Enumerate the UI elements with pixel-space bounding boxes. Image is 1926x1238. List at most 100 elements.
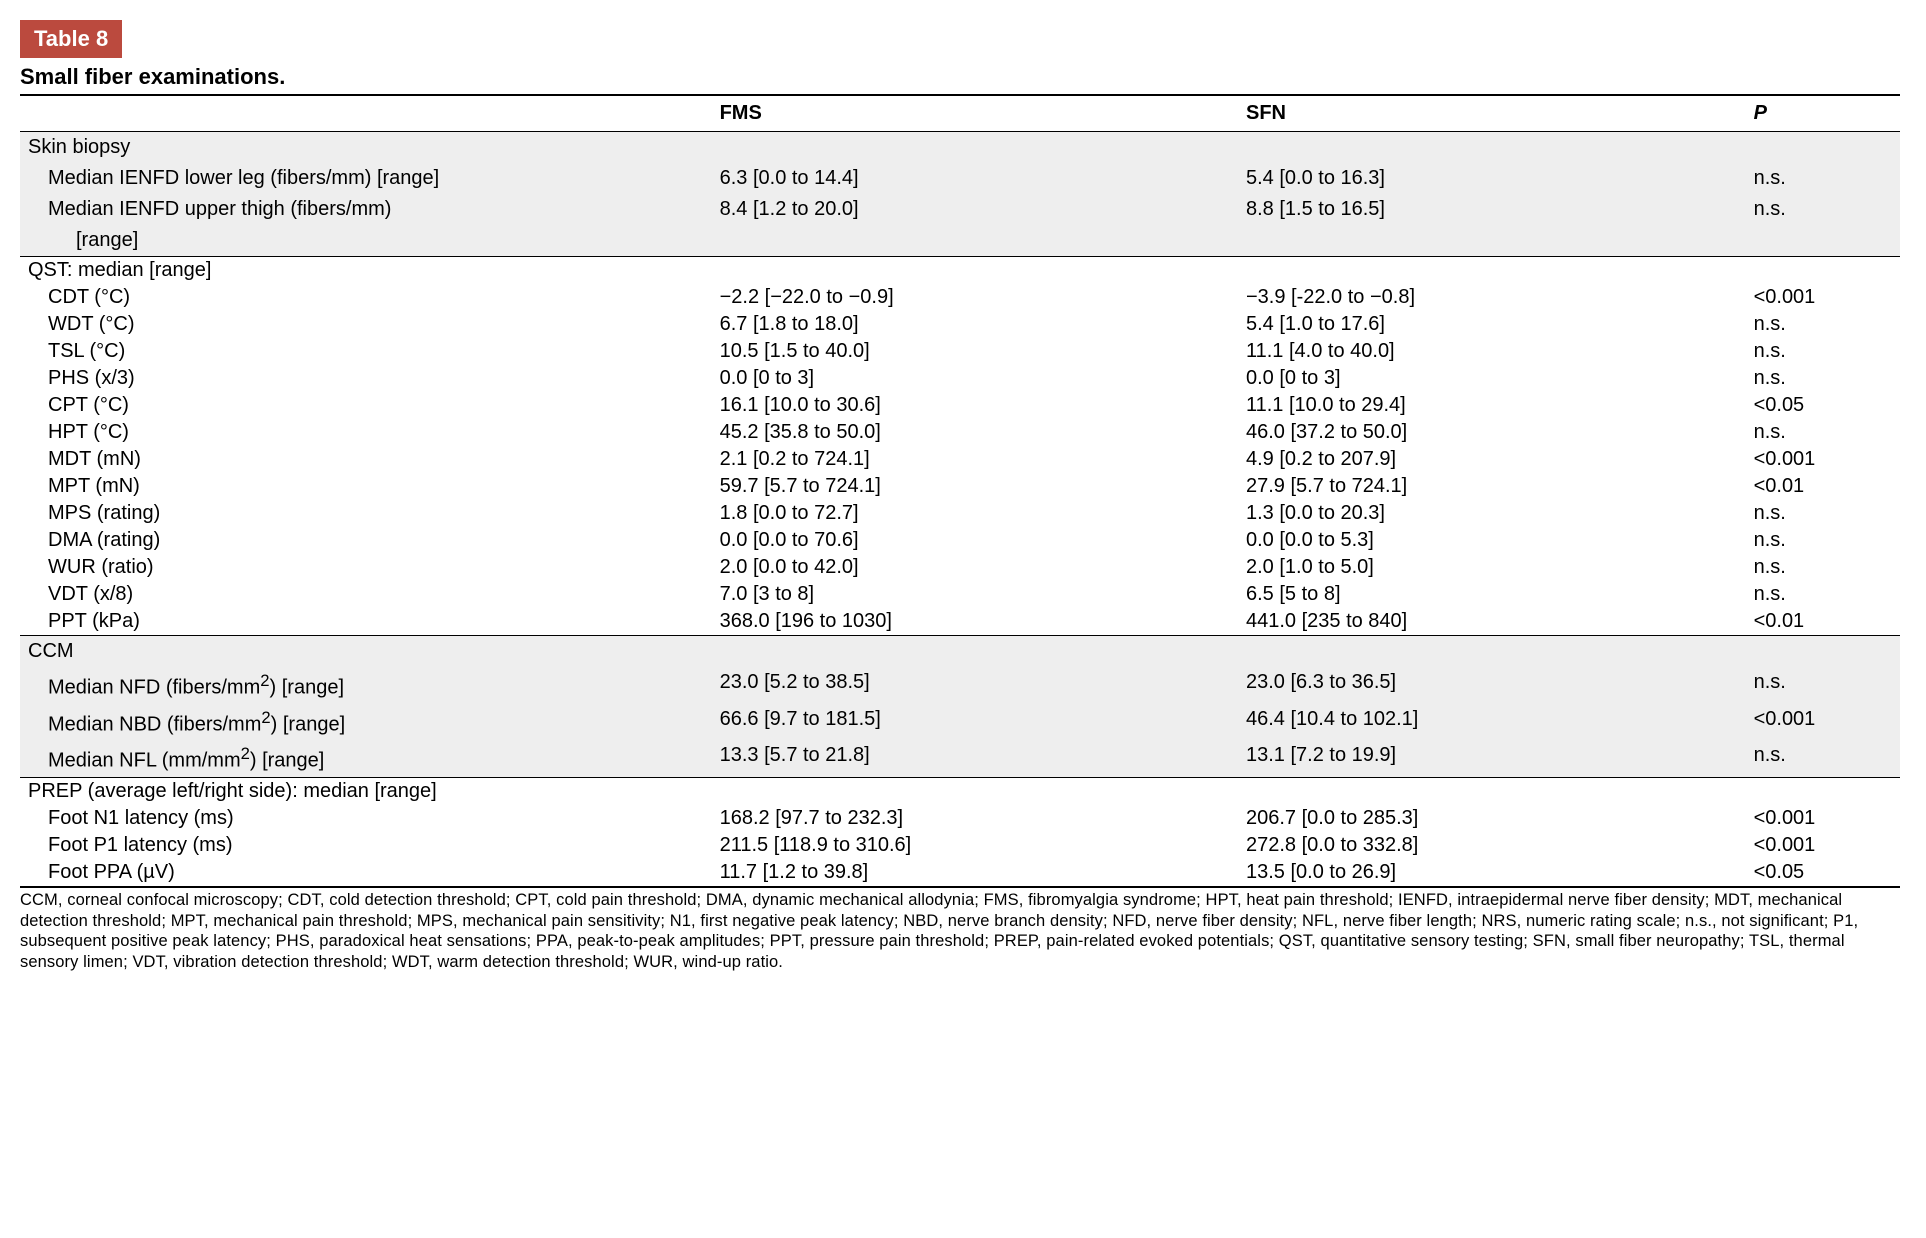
cell-fms: 8.4 [1.2 to 20.0] [716,194,1242,225]
table-body: Skin biopsyMedian IENFD lower leg (fiber… [20,132,1900,887]
cell-fms: 0.0 [0.0 to 70.6] [716,527,1242,554]
table-row: WDT (°C)6.7 [1.8 to 18.0]5.4 [1.0 to 17.… [20,311,1900,338]
cell-p: <0.01 [1750,608,1900,636]
cell-sfn: 27.9 [5.7 to 724.1] [1242,473,1750,500]
row-label: Median IENFD upper thigh (fibers/mm) [20,194,716,225]
cell-sfn: 5.4 [1.0 to 17.6] [1242,311,1750,338]
cell-p: n.s. [1750,500,1900,527]
cell-p: <0.001 [1750,805,1900,832]
row-label: MPS (rating) [20,500,716,527]
cell-fms [716,225,1242,257]
cell-p: n.s. [1750,194,1900,225]
table-row: CDT (°C)−2.2 [−22.0 to −0.9]−3.9 [-22.0 … [20,284,1900,311]
table-row: Median IENFD upper thigh (fibers/mm)8.4 … [20,194,1900,225]
cell-sfn: −3.9 [-22.0 to −0.8] [1242,284,1750,311]
table-row: MDT (mN)2.1 [0.2 to 724.1]4.9 [0.2 to 20… [20,446,1900,473]
cell-p [1750,225,1900,257]
cell-fms: 6.3 [0.0 to 14.4] [716,163,1242,194]
col-header-blank [20,95,716,132]
table-header-row: FMS SFN P [20,95,1900,132]
cell-sfn: 1.3 [0.0 to 20.3] [1242,500,1750,527]
cell-p: n.s. [1750,419,1900,446]
cell-fms: −2.2 [−22.0 to −0.9] [716,284,1242,311]
cell-sfn: 206.7 [0.0 to 285.3] [1242,805,1750,832]
cell-sfn: 0.0 [0 to 3] [1242,365,1750,392]
table-row: PPT (kPa)368.0 [196 to 1030]441.0 [235 t… [20,608,1900,636]
cell-sfn: 46.0 [37.2 to 50.0] [1242,419,1750,446]
cell-fms: 2.1 [0.2 to 724.1] [716,446,1242,473]
table-row: Foot N1 latency (ms)168.2 [97.7 to 232.3… [20,805,1900,832]
cell-p: n.s. [1750,311,1900,338]
cell-p: n.s. [1750,554,1900,581]
data-table: FMS SFN P Skin biopsyMedian IENFD lower … [20,94,1900,888]
table-row: Foot P1 latency (ms)211.5 [118.9 to 310.… [20,832,1900,859]
cell-fms: 16.1 [10.0 to 30.6] [716,392,1242,419]
cell-sfn: 8.8 [1.5 to 16.5] [1242,194,1750,225]
row-label: Median NBD (fibers/mm2) [range] [20,704,716,741]
row-label: Median IENFD lower leg (fibers/mm) [rang… [20,163,716,194]
cell-p: <0.05 [1750,859,1900,887]
cell-fms: 168.2 [97.7 to 232.3] [716,805,1242,832]
row-label: TSL (°C) [20,338,716,365]
cell-fms: 45.2 [35.8 to 50.0] [716,419,1242,446]
row-label: VDT (x/8) [20,581,716,608]
table-row: CPT (°C)16.1 [10.0 to 30.6]11.1 [10.0 to… [20,392,1900,419]
table-row: MPT (mN)59.7 [5.7 to 724.1]27.9 [5.7 to … [20,473,1900,500]
cell-p: <0.01 [1750,473,1900,500]
section-header: QST: median [range] [20,257,716,285]
cell-fms: 1.8 [0.0 to 72.7] [716,500,1242,527]
row-label: Foot PPA (µV) [20,859,716,887]
cell-fms: 13.3 [5.7 to 21.8] [716,740,1242,777]
cell-sfn: 441.0 [235 to 840] [1242,608,1750,636]
cell-sfn: 11.1 [4.0 to 40.0] [1242,338,1750,365]
cell-fms: 7.0 [3 to 8] [716,581,1242,608]
table-row: VDT (x/8)7.0 [3 to 8]6.5 [5 to 8]n.s. [20,581,1900,608]
col-header-fms: FMS [716,95,1242,132]
cell-sfn [1242,225,1750,257]
row-label: PHS (x/3) [20,365,716,392]
cell-fms: 66.6 [9.7 to 181.5] [716,704,1242,741]
row-label: Foot N1 latency (ms) [20,805,716,832]
cell-sfn: 11.1 [10.0 to 29.4] [1242,392,1750,419]
cell-sfn: 4.9 [0.2 to 207.9] [1242,446,1750,473]
row-label: CDT (°C) [20,284,716,311]
table-row: Median NFD (fibers/mm2) [range]23.0 [5.2… [20,667,1900,704]
table-row: [range] [20,225,1900,257]
row-label: WUR (ratio) [20,554,716,581]
section-header-row: CCM [20,636,1900,668]
cell-sfn: 272.8 [0.0 to 332.8] [1242,832,1750,859]
cell-fms: 6.7 [1.8 to 18.0] [716,311,1242,338]
section-header: PREP (average left/right side): median [… [20,777,716,805]
table-footnote: CCM, corneal confocal microscopy; CDT, c… [20,890,1900,973]
table-row: WUR (ratio)2.0 [0.0 to 42.0]2.0 [1.0 to … [20,554,1900,581]
cell-fms: 2.0 [0.0 to 42.0] [716,554,1242,581]
cell-p: <0.001 [1750,704,1900,741]
table-row: DMA (rating)0.0 [0.0 to 70.6]0.0 [0.0 to… [20,527,1900,554]
cell-fms: 59.7 [5.7 to 724.1] [716,473,1242,500]
table-row: Median NBD (fibers/mm2) [range]66.6 [9.7… [20,704,1900,741]
cell-fms: 10.5 [1.5 to 40.0] [716,338,1242,365]
row-label: DMA (rating) [20,527,716,554]
row-label: HPT (°C) [20,419,716,446]
cell-p: n.s. [1750,163,1900,194]
cell-sfn: 13.1 [7.2 to 19.9] [1242,740,1750,777]
cell-p: n.s. [1750,338,1900,365]
table-row: Foot PPA (µV)11.7 [1.2 to 39.8]13.5 [0.0… [20,859,1900,887]
table-container: Table 8 Small fiber examinations. FMS SF… [20,20,1900,972]
row-label: PPT (kPa) [20,608,716,636]
row-label: [range] [20,225,716,257]
cell-p: <0.001 [1750,832,1900,859]
cell-p: <0.001 [1750,284,1900,311]
cell-sfn: 23.0 [6.3 to 36.5] [1242,667,1750,704]
table-row: Median IENFD lower leg (fibers/mm) [rang… [20,163,1900,194]
cell-p: n.s. [1750,581,1900,608]
row-label: WDT (°C) [20,311,716,338]
table-row: Median NFL (mm/mm2) [range]13.3 [5.7 to … [20,740,1900,777]
section-header-row: QST: median [range] [20,257,1900,285]
section-header-row: Skin biopsy [20,132,1900,164]
section-header: CCM [20,636,716,668]
cell-sfn: 13.5 [0.0 to 26.9] [1242,859,1750,887]
cell-sfn: 5.4 [0.0 to 16.3] [1242,163,1750,194]
row-label: Foot P1 latency (ms) [20,832,716,859]
row-label: CPT (°C) [20,392,716,419]
